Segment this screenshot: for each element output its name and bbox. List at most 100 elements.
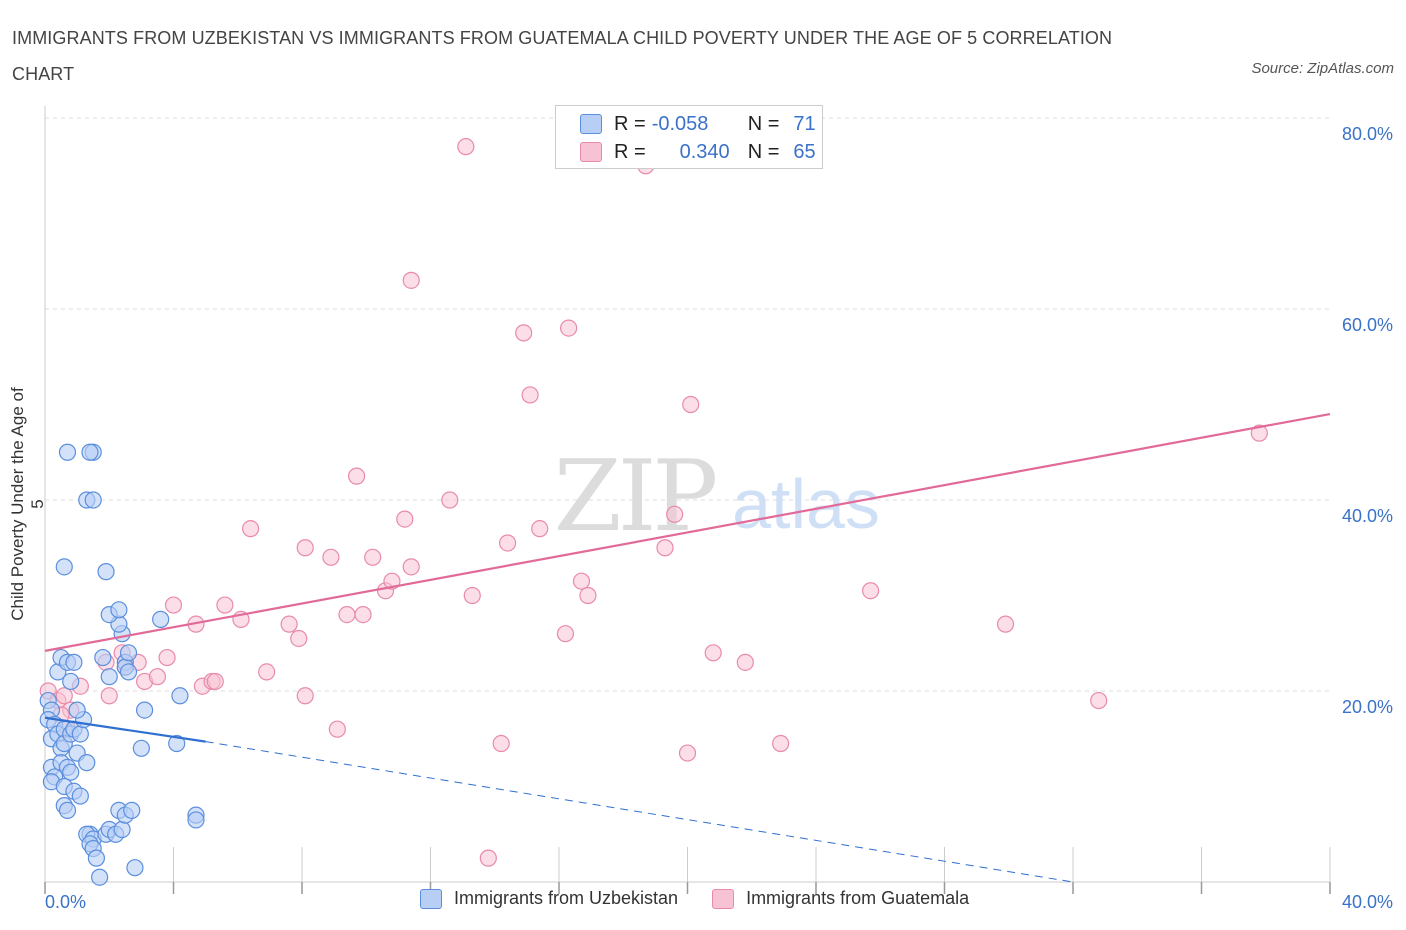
legend-n-label: N = [747, 112, 780, 135]
series-swatch-pink [712, 888, 735, 909]
uzbekistan-point [132, 739, 150, 757]
guatemala-point [678, 744, 697, 762]
uzbekistan-point [62, 763, 80, 781]
uzbekistan-point [68, 701, 86, 719]
watermark-atlas: atlas [732, 465, 880, 543]
legend-r-value: -0.058 [651, 112, 709, 135]
uzbekistan-point [168, 734, 186, 753]
guatemala-point [258, 663, 276, 681]
legend-n-label: N = [747, 140, 780, 163]
legend-n-value: 65 [793, 140, 816, 163]
uzbekistan-trend-line [44, 716, 206, 743]
guatemala-point [158, 648, 176, 667]
guatemala-point [402, 558, 420, 576]
guatemala-point [556, 625, 575, 643]
y-tick-label: 40.0% [1342, 506, 1393, 526]
guatemala-point [55, 687, 73, 705]
uzbekistan-point [87, 849, 106, 867]
legend-r-label: R = [614, 140, 646, 163]
guatemala-point [560, 319, 578, 337]
uzbekistan-point [97, 563, 115, 581]
legend-r-label: R = [614, 112, 646, 135]
guatemala-point [492, 734, 510, 753]
uzbekistan-point [113, 820, 131, 839]
correlation-legend: R = -0.058 N = 71 R = 0.340 N = 65 [555, 105, 823, 169]
uzbekistan-point [187, 811, 205, 829]
guatemala-point [1250, 424, 1268, 442]
uzbekistan-point [94, 648, 112, 667]
guatemala-point [531, 520, 549, 538]
uzbekistan-point [78, 754, 96, 772]
guatemala-point [579, 586, 597, 605]
guatemala-point [216, 596, 234, 614]
legend-n-value: 71 [793, 112, 816, 135]
guatemala-point [328, 720, 346, 738]
guatemala-point [521, 386, 539, 404]
guatemala-point [296, 687, 314, 705]
guatemala-point [656, 539, 674, 557]
guatemala-point [354, 605, 372, 624]
uzbekistan-point [58, 443, 77, 461]
guatemala-point [206, 672, 224, 691]
guatemala-trend-line [44, 412, 1331, 652]
uzbekistan-point [71, 725, 89, 743]
legend-swatch-pink [580, 142, 602, 162]
guatemala-point [515, 324, 533, 342]
uzbekistan-point [126, 859, 144, 877]
uzbekistan-point [119, 663, 138, 681]
guatemala-point [1090, 691, 1108, 710]
uzbekistan-point [152, 610, 170, 628]
source-label: Source: ZipAtlas.com [1251, 60, 1394, 77]
guatemala-point [338, 605, 356, 624]
chart-title: IMMIGRANTS FROM UZBEKISTAN VS IMMIGRANTS… [12, 28, 1113, 84]
axes [44, 106, 1331, 894]
guatemala-point [463, 586, 481, 605]
series-legend-label: Immigrants from Uzbekistan [454, 888, 679, 908]
guatemala-point [682, 395, 700, 414]
uzbekistan-point [91, 868, 109, 886]
guatemala-point [296, 539, 314, 557]
watermark: ZIP atlas [554, 440, 880, 554]
guatemala-point [572, 572, 591, 590]
guatemala-point [862, 582, 880, 600]
guatemala-point [396, 510, 414, 528]
series-swatch-blue [420, 888, 442, 909]
uzbekistan-point [123, 801, 141, 819]
trend-lines [44, 412, 1331, 883]
series-legend-label: Immigrants from Guatemala [746, 888, 970, 908]
series-legend: Immigrants from Uzbekistan Immigrants fr… [420, 888, 1003, 909]
guatemala-point [364, 548, 382, 566]
guatemala-point [280, 615, 298, 633]
uzbekistan-point [65, 653, 83, 671]
series-legend-uzbekistan: Immigrants from Uzbekistan [420, 888, 678, 909]
guatemala-point [736, 653, 754, 671]
guatemala-point [499, 534, 517, 552]
y-tick-label: 80.0% [1342, 124, 1393, 144]
uzbekistan-point [100, 668, 118, 686]
uzbekistan-point [62, 672, 80, 691]
uzbekistan-point [58, 801, 77, 819]
x-tick-label-min: 0.0% [45, 892, 86, 912]
guatemala-point [148, 668, 167, 686]
guatemala-point [402, 271, 420, 289]
guatemala-point [441, 491, 459, 509]
y-axis-label: Child Poverty Under the Age of 5 [8, 387, 47, 621]
guatemala-point [772, 734, 790, 753]
series-legend-guatemala: Immigrants from Guatemala [712, 888, 969, 909]
legend-swatch-blue [580, 114, 602, 134]
guatemala-point [322, 548, 340, 566]
guatemala-point [290, 629, 308, 648]
uzbekistan-point [110, 601, 128, 619]
legend-row-guatemala: R = 0.340 N = 65 [580, 138, 816, 166]
uzbekistan-point [171, 687, 189, 705]
series-uzbekistan-points [39, 443, 205, 886]
watermark-zip: ZIP [554, 440, 716, 554]
guatemala-point [479, 849, 497, 867]
guatemala-point [666, 505, 684, 523]
x-tick-label-max: 40.0% [1342, 892, 1393, 912]
guatemala-point [242, 520, 260, 538]
uzbekistan-point [135, 701, 154, 719]
guatemala-point [704, 644, 722, 662]
uzbekistan-point [119, 644, 138, 662]
